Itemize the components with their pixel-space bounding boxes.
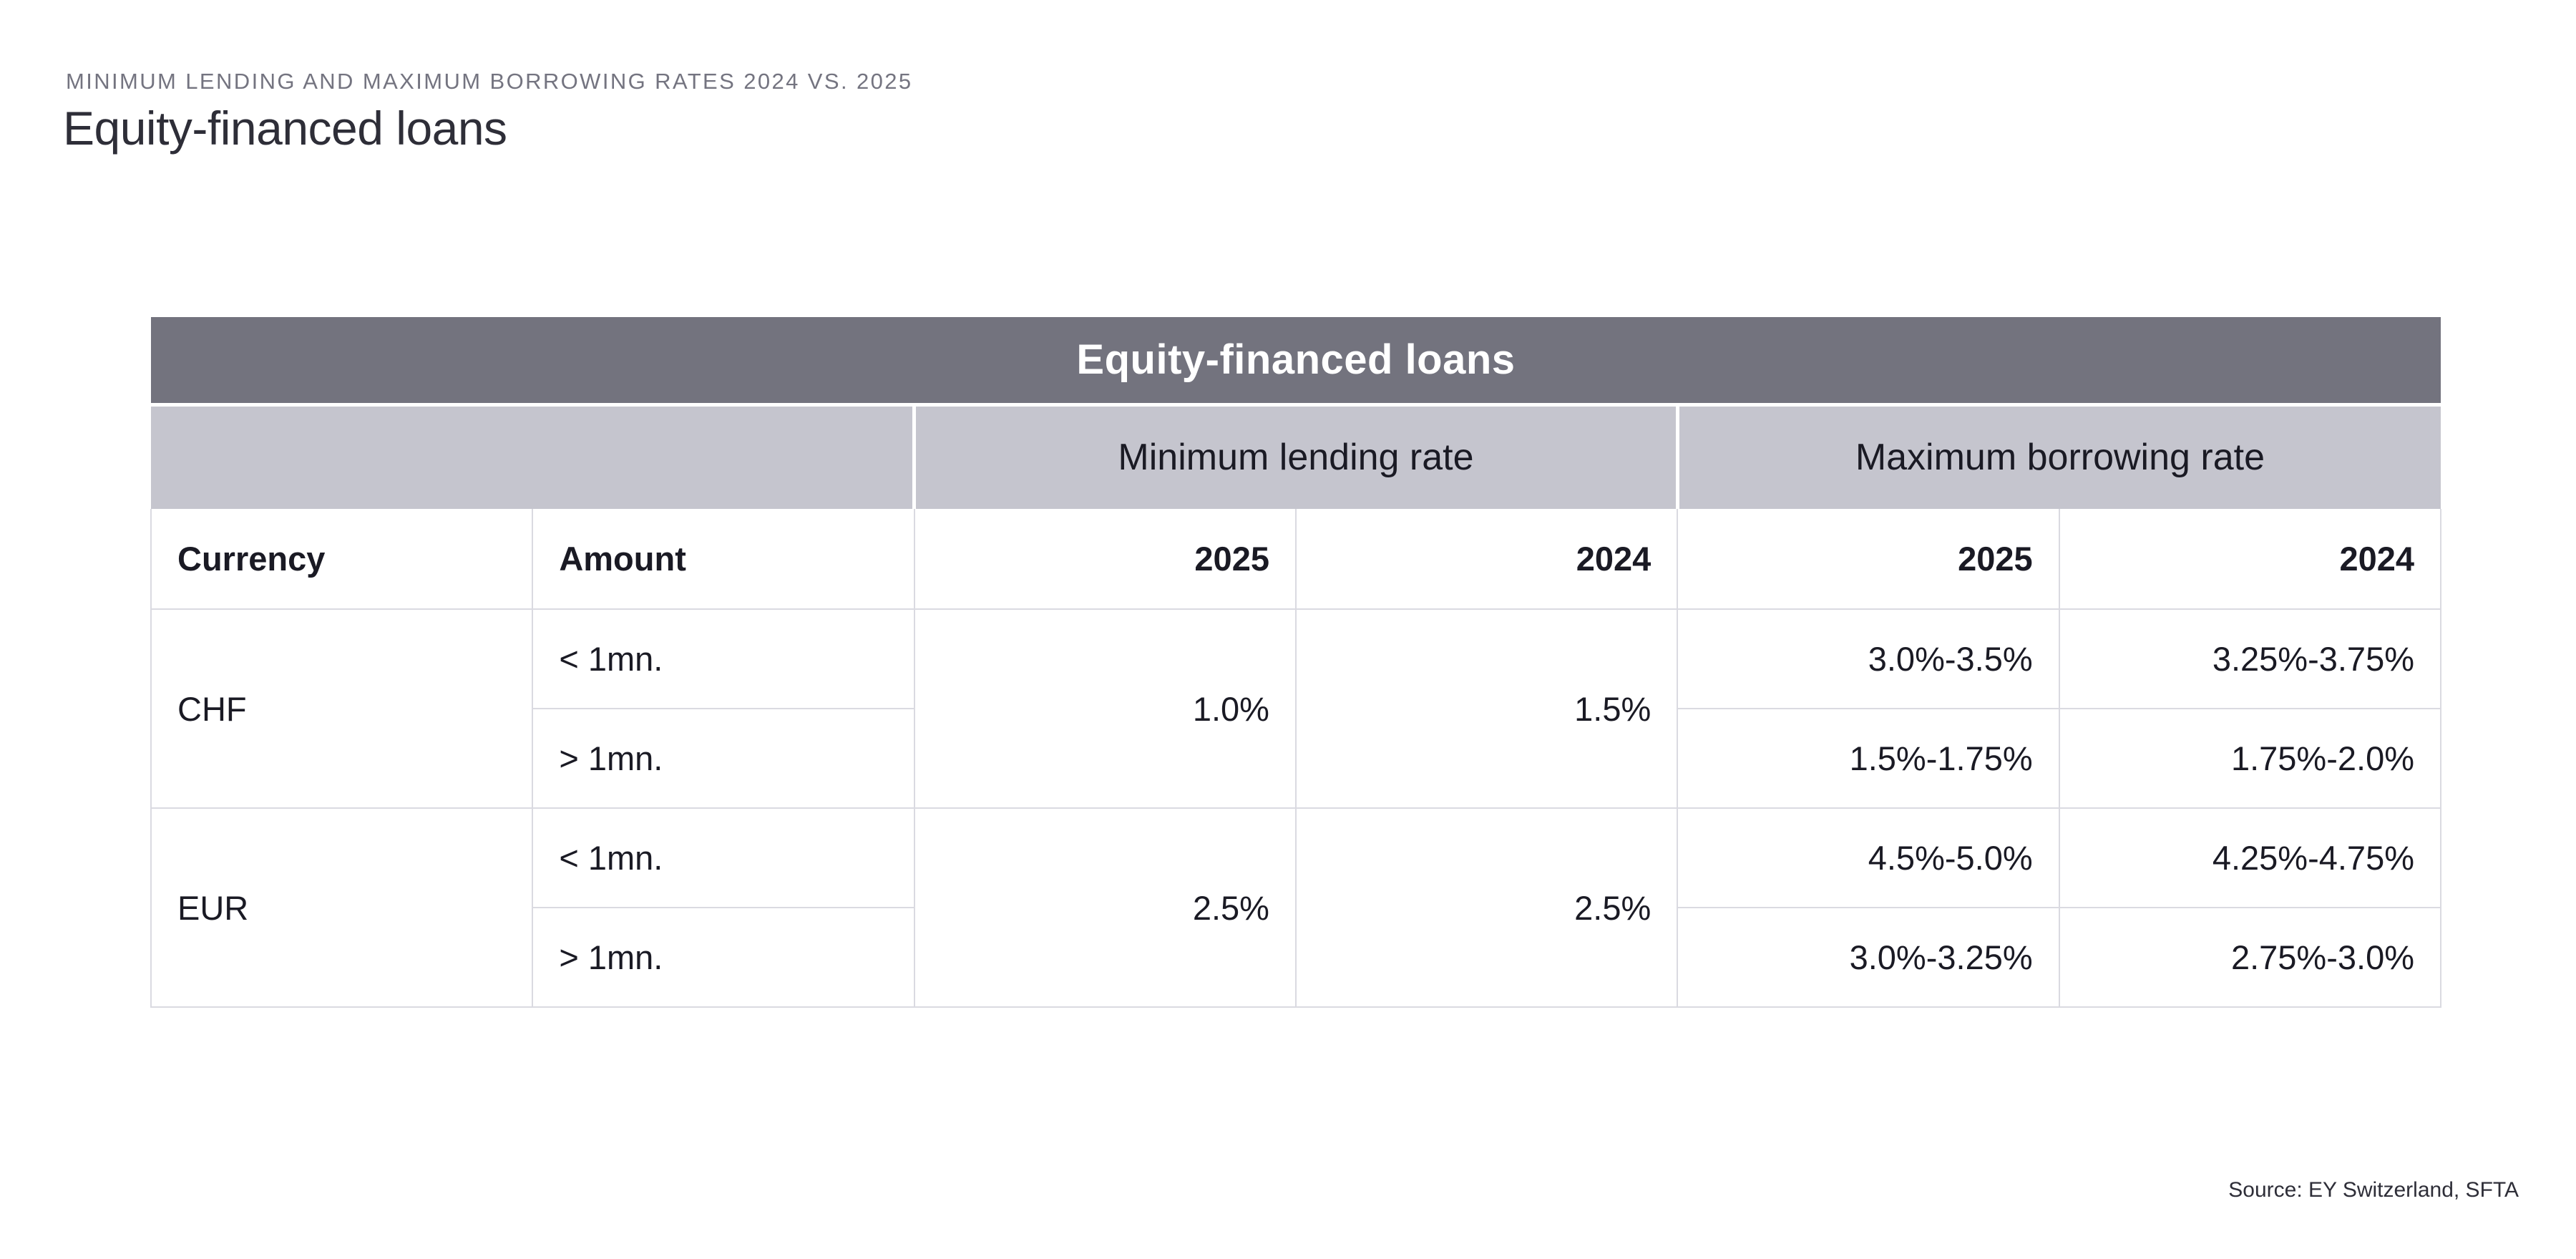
cell-chf-gt-max-2025: 1.5%-1.75% bbox=[1677, 708, 2060, 809]
cell-chf-lt-max-2025: 3.0%-3.5% bbox=[1677, 608, 2060, 709]
column-header-row: Currency Amount 2025 2024 2025 2024 bbox=[150, 509, 2442, 610]
cell-chf-min-2024: 1.5% bbox=[1294, 608, 1679, 809]
cell-eur-min-2024: 2.5% bbox=[1294, 807, 1679, 1008]
cell-eur-min-2025: 2.5% bbox=[913, 807, 1297, 1008]
cell-eur-lt-max-2024: 4.25%-4.75% bbox=[2058, 807, 2442, 908]
page-title: Equity-financed loans bbox=[63, 102, 507, 155]
cell-eur-amount-gt: > 1mn. bbox=[532, 907, 915, 1008]
cell-chf-amount-lt: < 1mn. bbox=[532, 608, 915, 709]
column-header-min-2024: 2024 bbox=[1294, 509, 1679, 610]
group-header-maximum-borrowing: Maximum borrowing rate bbox=[1677, 404, 2441, 509]
cell-currency-eur: EUR bbox=[150, 807, 534, 1008]
cell-eur-lt-max-2025: 4.5%-5.0% bbox=[1677, 807, 2060, 908]
table-row-eur-gt-1mn: > 1mn. 3.0%-3.25% 2.75%-3.0% bbox=[151, 907, 2442, 1008]
cell-eur-amount-lt: < 1mn. bbox=[532, 807, 915, 908]
column-header-currency: Currency bbox=[150, 509, 534, 610]
cell-eur-gt-max-2024: 2.75%-3.0% bbox=[2058, 907, 2442, 1008]
column-header-max-2024: 2024 bbox=[2058, 509, 2442, 610]
group-header-empty bbox=[151, 404, 914, 509]
group-header-row: Minimum lending rate Maximum borrowing r… bbox=[151, 404, 2441, 509]
table-row-chf-gt-1mn: > 1mn. 1.5%-1.75% 1.75%-2.0% bbox=[151, 708, 2442, 809]
cell-chf-gt-max-2024: 1.75%-2.0% bbox=[2058, 708, 2442, 809]
table-row-chf-lt-1mn: CHF < 1mn. 1.0% 1.5% 3.0%-3.5% 3.25%-3.7… bbox=[150, 608, 2442, 809]
cell-eur-gt-max-2025: 3.0%-3.25% bbox=[1677, 907, 2060, 1008]
column-header-amount: Amount bbox=[532, 509, 915, 610]
rates-table: Equity-financed loans Minimum lending ra… bbox=[150, 317, 2442, 1008]
column-header-max-2025: 2025 bbox=[1677, 509, 2060, 610]
report-eyebrow: MINIMUM LENDING AND MAXIMUM BORROWING RA… bbox=[66, 69, 913, 94]
cell-currency-chf: CHF bbox=[150, 608, 534, 809]
cell-chf-lt-max-2024: 3.25%-3.75% bbox=[2058, 608, 2442, 709]
cell-chf-amount-gt: > 1mn. bbox=[532, 708, 915, 809]
table-row-eur-lt-1mn: EUR < 1mn. 2.5% 2.5% 4.5%-5.0% 4.25%-4.7… bbox=[150, 807, 2442, 1008]
group-header-minimum-lending: Minimum lending rate bbox=[912, 404, 1679, 509]
source-note: Source: EY Switzerland, SFTA bbox=[2228, 1178, 2519, 1202]
column-header-min-2025: 2025 bbox=[913, 509, 1297, 610]
table-title: Equity-financed loans bbox=[151, 317, 2441, 407]
cell-chf-min-2025: 1.0% bbox=[913, 608, 1297, 809]
table-title-row: Equity-financed loans bbox=[151, 317, 2441, 407]
